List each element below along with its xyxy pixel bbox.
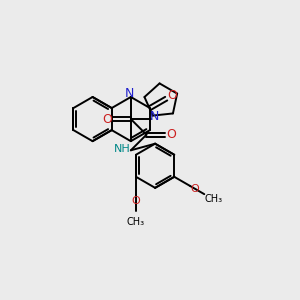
Text: N: N — [150, 110, 159, 123]
Text: O: O — [167, 89, 177, 102]
Text: N: N — [125, 87, 134, 100]
Text: O: O — [191, 184, 200, 194]
Text: O: O — [166, 128, 176, 141]
Text: CH₃: CH₃ — [204, 194, 222, 204]
Text: CH₃: CH₃ — [127, 217, 145, 227]
Text: NH: NH — [114, 144, 131, 154]
Text: O: O — [102, 112, 112, 126]
Text: O: O — [132, 196, 140, 206]
